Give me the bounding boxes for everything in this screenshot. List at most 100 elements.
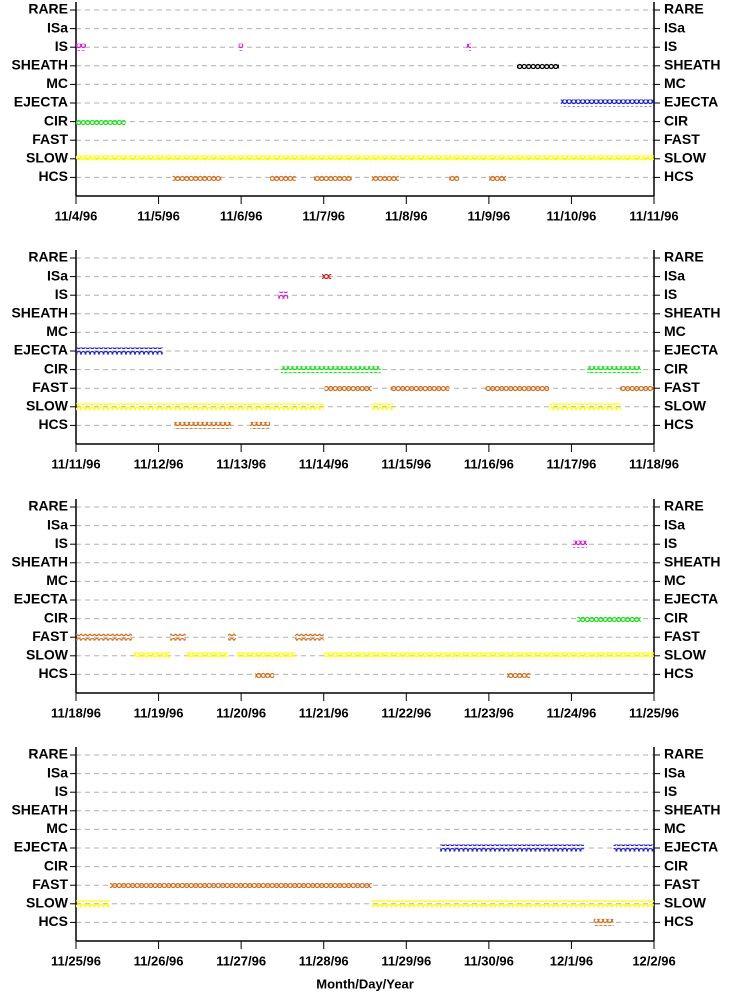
interval <box>485 384 550 392</box>
y-tick-label: FAST <box>32 131 68 147</box>
x-tick-label: 11/20/96 <box>216 705 266 720</box>
y2-tick-label: IS <box>664 286 677 302</box>
y2-tick-label: RARE <box>664 249 704 265</box>
y2-tick-label: ISa <box>664 19 685 35</box>
y-tick-label: SHEATH <box>11 802 68 818</box>
y2-tick-label: MC <box>664 820 686 836</box>
y-tick-label: EJECTA <box>14 591 68 607</box>
y2-tick-label: HCS <box>664 665 694 681</box>
interval <box>466 43 472 51</box>
interval <box>507 670 531 678</box>
y-tick-label: HCS <box>38 913 68 929</box>
y2-tick-label: SHEATH <box>664 802 721 818</box>
interval <box>133 652 171 660</box>
interval <box>313 173 352 181</box>
y2-tick-label: IS <box>664 535 677 551</box>
y-tick-label: RARE <box>28 746 68 762</box>
interval <box>76 118 126 126</box>
x-tick-label: 11/10/96 <box>546 208 596 223</box>
y2-tick-label: MC <box>664 572 686 588</box>
y-tick-label: RARE <box>28 249 68 265</box>
x-tick-label: 11/25/96 <box>51 953 101 968</box>
x-tick-label: 12/2/96 <box>632 953 675 968</box>
y2-tick-label: HCS <box>664 913 694 929</box>
y2-tick-label: RARE <box>664 1 704 17</box>
x-tick-label: 11/16/96 <box>464 456 514 471</box>
x-tick-label: 11/14/96 <box>299 456 349 471</box>
x-tick-label: 11/18/96 <box>51 705 101 720</box>
x-tick-label: 11/17/96 <box>546 456 596 471</box>
interval <box>76 155 654 163</box>
interval <box>488 173 507 181</box>
x-tick-label: 11/8/96 <box>385 208 428 223</box>
interval <box>185 652 228 660</box>
y-tick-label: SLOW <box>26 895 69 911</box>
y-tick-label: EJECTA <box>14 342 68 358</box>
y2-tick-label: SLOW <box>664 895 707 911</box>
y2-tick-label: IS <box>664 783 677 799</box>
y2-tick-label: SHEATH <box>664 57 721 73</box>
y-tick-label: SLOW <box>26 647 69 663</box>
interval <box>371 900 654 908</box>
interval <box>577 615 641 623</box>
y-tick-label: EJECTA <box>14 839 68 855</box>
x-tick-label: 11/13/96 <box>216 456 266 471</box>
y2-tick-label: RARE <box>664 498 704 514</box>
y-tick-label: ISa <box>47 19 68 35</box>
y2-tick-label: CIR <box>664 360 688 376</box>
x-tick-label: 11/9/96 <box>468 208 511 223</box>
interval <box>172 173 222 181</box>
y2-tick-label: EJECTA <box>664 591 718 607</box>
y-tick-label: MC <box>46 323 68 339</box>
x-tick-label: 11/5/96 <box>137 208 180 223</box>
x-tick-label: 11/6/96 <box>220 208 263 223</box>
interval <box>255 670 275 678</box>
interval <box>593 918 614 926</box>
y-tick-label: IS <box>55 535 68 551</box>
interval <box>323 652 654 660</box>
y2-tick-label: CIR <box>664 112 688 128</box>
interval <box>294 633 324 641</box>
y-tick-label: SLOW <box>26 398 69 414</box>
y2-tick-label: CIR <box>664 609 688 625</box>
x-tick-label: 12/1/96 <box>550 953 593 968</box>
y-tick-label: IS <box>55 286 68 302</box>
x-tick-label: 11/28/96 <box>299 953 349 968</box>
y2-tick-label: MC <box>664 323 686 339</box>
interval <box>76 900 110 908</box>
y-tick-label: IS <box>55 38 68 54</box>
interval <box>270 173 296 181</box>
interval <box>560 99 654 107</box>
y2-tick-label: SHEATH <box>664 554 721 570</box>
y-tick-label: RARE <box>28 498 68 514</box>
interval <box>371 173 399 181</box>
interval <box>440 844 584 852</box>
y-tick-label: CIR <box>44 609 68 625</box>
y2-tick-label: ISa <box>664 267 685 283</box>
y2-tick-label: FAST <box>664 379 700 395</box>
interval <box>390 384 450 392</box>
y-tick-label: FAST <box>32 379 68 395</box>
y-tick-label: HCS <box>38 665 68 681</box>
y-tick-label: HCS <box>38 168 68 184</box>
y-tick-label: MC <box>46 820 68 836</box>
interval <box>620 384 654 392</box>
interval <box>449 173 460 181</box>
y2-tick-label: EJECTA <box>664 342 718 358</box>
y2-tick-label: RARE <box>664 746 704 762</box>
interval <box>238 43 244 51</box>
x-tick-label: 11/7/96 <box>302 208 345 223</box>
x-tick-label: 11/21/96 <box>299 705 349 720</box>
x-tick-label: 11/26/96 <box>134 953 184 968</box>
y2-tick-label: HCS <box>664 168 694 184</box>
interval <box>573 540 588 548</box>
interval <box>174 421 232 429</box>
interval <box>109 881 372 889</box>
y-tick-label: ISa <box>47 516 68 532</box>
y-tick-label: ISa <box>47 764 68 780</box>
y-tick-label: MC <box>46 75 68 91</box>
interval <box>278 291 289 299</box>
x-tick-label: 11/4/96 <box>55 208 98 223</box>
y2-tick-label: FAST <box>664 628 700 644</box>
